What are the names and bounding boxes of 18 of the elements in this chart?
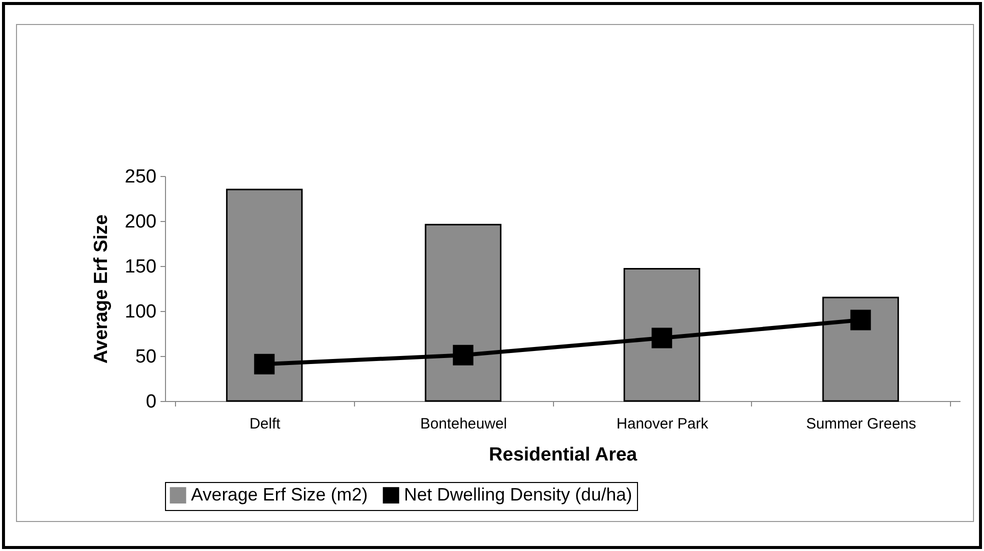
x-axis-title: Residential Area: [488, 444, 638, 466]
point: [254, 354, 275, 374]
y-tick-label: 0: [146, 392, 156, 412]
x-tick-label: Bonteheuwel: [420, 416, 507, 432]
point: [850, 310, 871, 330]
x-tick-label: Summer Greens: [806, 416, 916, 432]
y-tick-label: 50: [135, 346, 156, 368]
y-tick-label: 250: [124, 166, 156, 188]
y-tick-label: 200: [124, 212, 156, 232]
x-tick-label: Hanover Park: [616, 416, 709, 432]
legend-label: Net Dwelling Density (du/ha): [404, 484, 632, 504]
point: [652, 328, 672, 348]
legend-label: Average Erf Size (m2): [191, 484, 368, 504]
y-tick-label: 100: [124, 302, 156, 322]
x-tick-label: Delft: [249, 416, 282, 432]
y-axis-title: Average Erf Size: [90, 214, 112, 364]
y-tick-label: 150: [124, 256, 156, 278]
point: [452, 344, 474, 366]
